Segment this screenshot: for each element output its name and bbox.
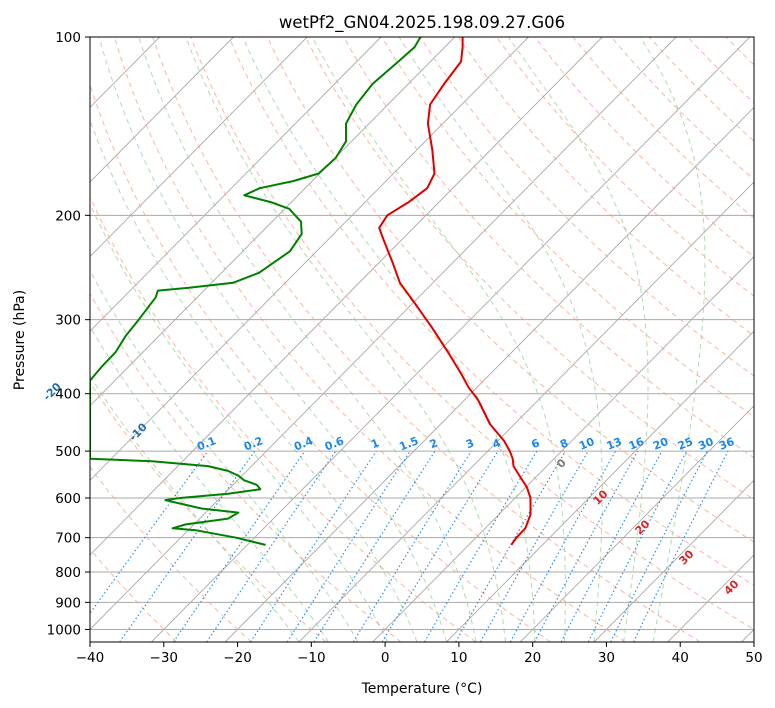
isotherm-line bbox=[90, 37, 603, 556]
x-tick-label: 10 bbox=[450, 650, 467, 666]
mixing-ratio-line bbox=[90, 450, 209, 615]
moist-adiabat-line bbox=[98, 37, 447, 642]
dry-adiabat-line bbox=[610, 37, 754, 181]
dry-adiabat-line bbox=[457, 37, 754, 337]
mixing-ratio-label: 10 bbox=[577, 435, 596, 453]
isotherm-line bbox=[372, 255, 754, 642]
mixing-ratio-label: 1 bbox=[369, 436, 381, 451]
mixing-ratio-label: 36 bbox=[717, 435, 736, 453]
y-tick-label: 900 bbox=[55, 595, 81, 611]
y-tick-label: 400 bbox=[55, 387, 81, 403]
x-tick-label: 40 bbox=[672, 650, 689, 666]
dry-adiabat-line bbox=[228, 37, 754, 586]
dry-adiabat-line bbox=[113, 37, 626, 642]
x-tick-label: 30 bbox=[598, 650, 615, 666]
moist-adiabat-line bbox=[138, 37, 477, 642]
moist-adiabat-line bbox=[90, 269, 359, 642]
dry-adiabat-line bbox=[649, 37, 754, 142]
x-tick-label: 0 bbox=[381, 650, 390, 666]
y-tick-label: 700 bbox=[55, 531, 81, 547]
mixing-ratio-line bbox=[119, 450, 256, 642]
y-tick-label: 300 bbox=[55, 313, 81, 329]
x-tick-label: 50 bbox=[745, 650, 762, 666]
dry-adiabat-line bbox=[534, 37, 754, 258]
isotherm-line bbox=[593, 479, 754, 642]
moist-adiabat-line bbox=[242, 37, 536, 642]
profile-lines bbox=[90, 37, 532, 546]
mixing-ratio-label: 3 bbox=[464, 436, 476, 451]
mixing-ratio-line bbox=[313, 450, 436, 642]
moist-adiabat-line bbox=[507, 37, 649, 642]
moist-adiabat-line bbox=[398, 37, 603, 642]
isotherm-line bbox=[298, 181, 754, 642]
dry-adiabat-line bbox=[152, 37, 701, 642]
mixing-ratio-line bbox=[480, 450, 589, 642]
y-tick-label: 200 bbox=[55, 208, 81, 224]
mixing-ratio-line bbox=[173, 450, 306, 642]
mixing-ratio-label: 25 bbox=[676, 435, 695, 453]
background-lines bbox=[90, 37, 754, 642]
x-tick-label: −20 bbox=[223, 650, 252, 666]
isotherm-line bbox=[90, 37, 382, 332]
isotherm-line bbox=[90, 37, 234, 183]
mixing-ratio-label: 16 bbox=[627, 435, 646, 453]
mixing-ratio-line bbox=[352, 450, 472, 642]
temperature-profile bbox=[378, 37, 532, 546]
moist-adiabat-line bbox=[90, 375, 300, 642]
mixing-ratio-label: 13 bbox=[605, 435, 624, 453]
mixing-ratio-line bbox=[534, 450, 639, 642]
mixing-ratio-line bbox=[424, 450, 538, 642]
mixing-ratio-line bbox=[509, 450, 616, 642]
isotherm-line bbox=[90, 37, 308, 258]
dry-adiabat-line bbox=[572, 37, 754, 219]
mixing-ratio-label: 8 bbox=[558, 436, 570, 451]
mixing-ratio-line bbox=[381, 450, 499, 642]
dry-adiabat-line bbox=[266, 37, 754, 543]
mixing-ratio-label: 2 bbox=[428, 436, 440, 451]
y-tick-label: 100 bbox=[55, 30, 81, 46]
y-tick-label: 1000 bbox=[47, 622, 81, 638]
moist-adiabat-line bbox=[311, 37, 566, 642]
y-axis-label: Pressure (hPa) bbox=[12, 290, 28, 390]
chart-title: wetPf2_GN04.2025.198.09.27.G06 bbox=[279, 13, 565, 33]
dry-adiabat-line bbox=[90, 83, 551, 642]
axes: −40 −30 −20 −10 0 10 20 30 40 50 100 200 300 400 500 60… bbox=[47, 30, 763, 666]
y-tick-label: 800 bbox=[55, 565, 81, 581]
moist-adiabat-line bbox=[90, 202, 388, 642]
isotherm-line bbox=[90, 37, 529, 481]
mixing-ratio-line bbox=[633, 450, 729, 642]
moist-adiabat-line bbox=[639, 37, 706, 642]
dry-adiabat-line bbox=[496, 37, 754, 297]
mixing-ratio-line bbox=[286, 450, 411, 642]
isotherm-line bbox=[446, 330, 754, 642]
y-tick-label: 500 bbox=[55, 444, 81, 460]
isotherm-line bbox=[519, 405, 754, 642]
isotherm-line bbox=[90, 37, 677, 631]
dry-adiabat-line bbox=[419, 37, 754, 377]
dry-adiabat-line bbox=[90, 292, 402, 642]
moist-adiabat-line bbox=[90, 118, 418, 642]
dry-adiabat-line bbox=[190, 37, 754, 630]
x-tick-label: 20 bbox=[524, 650, 541, 666]
x-tick-label: −30 bbox=[150, 650, 179, 666]
dry-adiabat-line bbox=[381, 37, 754, 418]
y-tick-label: 600 bbox=[55, 491, 81, 507]
dewpoint-profile bbox=[90, 37, 422, 546]
mixing-ratio-label: 20 bbox=[651, 435, 670, 453]
mixing-ratio-label: 30 bbox=[696, 435, 715, 453]
x-tick-label: −40 bbox=[76, 650, 105, 666]
x-tick-label: −10 bbox=[297, 650, 326, 666]
x-axis-label: Temperature (°C) bbox=[361, 681, 483, 697]
plot-frame bbox=[89, 36, 755, 643]
mixing-ratio-line bbox=[455, 450, 566, 642]
isotherm-line bbox=[90, 37, 456, 407]
